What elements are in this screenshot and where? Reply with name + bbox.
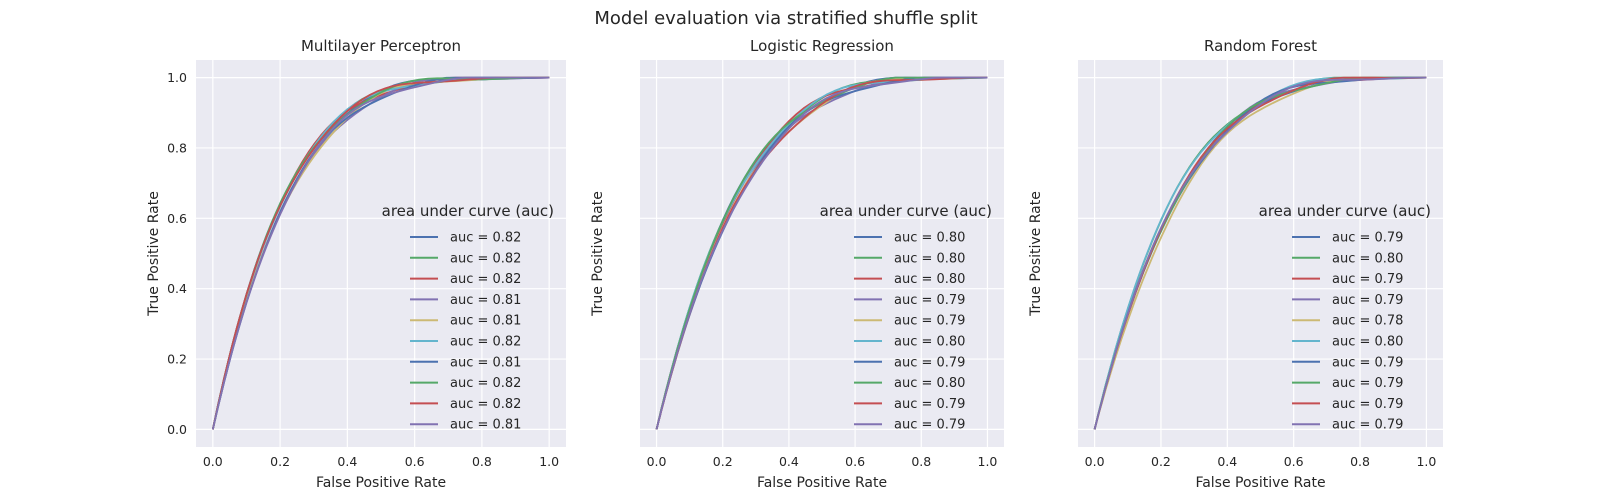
- plot-area: [640, 60, 1004, 447]
- chart-panels: 0.0 0.2 0.4 0.6 0.8 1.0 0.0 0.2 0.4 0.6 0.8 1.0 Mult…: [146, 37, 1443, 491]
- x-tick-label: 0.6: [845, 454, 865, 469]
- legend-entry: auc = 0.80: [1332, 335, 1403, 350]
- legend-entry: auc = 0.79: [1332, 355, 1403, 370]
- legend-entry: auc = 0.79: [1332, 272, 1403, 287]
- chart-title: Logistic Regression: [750, 37, 894, 55]
- x-tick-label: 0.6: [405, 454, 425, 469]
- x-tick-label: 0.2: [1151, 454, 1171, 469]
- legend-entry: auc = 0.79: [1332, 418, 1403, 433]
- panel-1: 0.0 0.2 0.4 0.6 0.8 1.0 0.0 0.2 0.4 0.6 0.8 1.0 Mult…: [146, 37, 566, 491]
- y-tick-label: 0.8: [167, 140, 187, 155]
- legend-entry: auc = 0.79: [894, 314, 965, 329]
- x-tick-label: 0.4: [779, 454, 799, 469]
- x-tick-label: 0.8: [1350, 454, 1370, 469]
- legend-entry: auc = 0.82: [450, 397, 521, 412]
- y-axis-label: True Positive Rate: [1028, 191, 1044, 317]
- x-tick-label: 0.0: [203, 454, 223, 469]
- x-tick-label: 1.0: [978, 454, 998, 469]
- y-tick-label: 0.4: [167, 281, 187, 296]
- gridlines: [196, 60, 566, 447]
- roc-curves: [211, 76, 550, 430]
- legend-entry: auc = 0.80: [894, 272, 965, 287]
- legend-entry: auc = 0.81: [450, 418, 521, 433]
- roc-curve-series-10: [211, 76, 550, 430]
- legend-title: area under curve (auc): [1259, 202, 1431, 220]
- plot-area: [1078, 60, 1443, 447]
- panel-2: 0.0 0.2 0.4 0.6 0.8 1.0 Logistic Regression Fal…: [590, 37, 1004, 491]
- x-tick-label: 0.4: [1217, 454, 1237, 469]
- legend-entry: auc = 0.82: [450, 272, 521, 287]
- legend-entry: auc = 0.80: [894, 251, 965, 266]
- y-tick-label: 0.0: [167, 422, 187, 437]
- legend: area under curve (auc) auc = 0.82 auc = 0.…: [382, 202, 554, 433]
- roc-curve-series-10: [655, 76, 988, 430]
- y-axis-label: True Positive Rate: [146, 191, 162, 317]
- legend-entry: auc = 0.80: [1332, 251, 1403, 266]
- legend-entry: auc = 0.82: [450, 251, 521, 266]
- legend: area under curve (auc) auc = 0.80 auc = 0.…: [820, 202, 992, 433]
- legend-entry: auc = 0.82: [450, 335, 521, 350]
- chart-title: Multilayer Perceptron: [301, 37, 461, 55]
- legend-entry: auc = 0.82: [450, 231, 521, 246]
- y-axis-label: True Positive Rate: [590, 191, 606, 317]
- legend-entry: auc = 0.80: [894, 376, 965, 391]
- y-tick-label: 0.2: [167, 352, 187, 367]
- x-tick-label: 1.0: [1416, 454, 1436, 469]
- x-tick-label: 0.0: [647, 454, 667, 469]
- legend-entry: auc = 0.81: [450, 355, 521, 370]
- legend-entry: auc = 0.79: [894, 293, 965, 308]
- y-tick-label: 0.6: [167, 211, 187, 226]
- legend-entry: auc = 0.81: [450, 293, 521, 308]
- x-axis-label: False Positive Rate: [1195, 475, 1325, 491]
- legend-entry: auc = 0.79: [1332, 293, 1403, 308]
- x-tick-label: 0.4: [337, 454, 357, 469]
- legend: area under curve (auc) auc = 0.79 auc = 0.…: [1259, 202, 1431, 433]
- legend-entry: auc = 0.79: [1332, 397, 1403, 412]
- roc-curves: [655, 76, 988, 430]
- figure-title: Model evaluation via stratified shuffle …: [594, 8, 977, 29]
- legend-entry: auc = 0.79: [1332, 231, 1403, 246]
- roc-curve-series-10: [1093, 76, 1427, 430]
- legend-entry: auc = 0.82: [450, 376, 521, 391]
- y-tick-label: 1.0: [167, 70, 187, 85]
- plot-area: [196, 60, 566, 447]
- x-tick-label: 0.6: [1284, 454, 1304, 469]
- chart-title: Random Forest: [1204, 37, 1317, 55]
- legend-entry: auc = 0.79: [894, 418, 965, 433]
- x-tick-label: 0.8: [911, 454, 931, 469]
- x-tick-label: 1.0: [539, 454, 559, 469]
- legend-entry: auc = 0.79: [894, 355, 965, 370]
- legend-entry: auc = 0.80: [894, 231, 965, 246]
- x-tick-label: 0.0: [1085, 454, 1105, 469]
- legend-entry: auc = 0.78: [1332, 314, 1403, 329]
- roc-curves: [1093, 76, 1427, 430]
- legend-entry: auc = 0.79: [894, 397, 965, 412]
- legend-title: area under curve (auc): [820, 202, 992, 220]
- x-tick-label: 0.2: [270, 454, 290, 469]
- x-axis-label: False Positive Rate: [757, 475, 887, 491]
- legend-entry: auc = 0.79: [1332, 376, 1403, 391]
- legend-title: area under curve (auc): [382, 202, 554, 220]
- x-tick-label: 0.2: [713, 454, 733, 469]
- x-tick-label: 0.8: [472, 454, 492, 469]
- panel-3: 0.0 0.2 0.4 0.6 0.8 1.0 Random Forest False Pos…: [1028, 37, 1443, 491]
- legend-entry: auc = 0.80: [894, 335, 965, 350]
- x-axis-label: False Positive Rate: [316, 475, 446, 491]
- legend-entry: auc = 0.81: [450, 314, 521, 329]
